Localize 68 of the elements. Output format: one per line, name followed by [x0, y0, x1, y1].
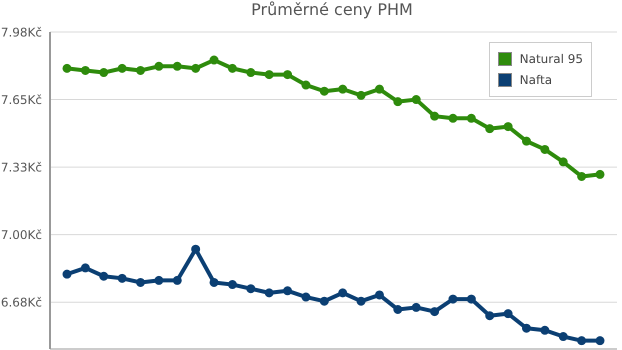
point: [374, 290, 384, 300]
point: [136, 66, 146, 75]
point: [558, 157, 568, 166]
point: [338, 288, 348, 298]
y-tick-label: 7.33Kč: [0, 160, 42, 174]
point: [118, 64, 127, 73]
point: [448, 114, 458, 123]
y-tick-label: 7.65Kč: [0, 92, 42, 107]
point: [210, 56, 219, 65]
point: [99, 272, 108, 281]
point: [522, 136, 531, 146]
point: [393, 305, 402, 314]
point: [577, 172, 586, 181]
point: [430, 307, 440, 316]
point: [283, 286, 292, 296]
point: [246, 68, 256, 78]
point: [466, 294, 476, 304]
point: [228, 280, 237, 290]
point: [62, 64, 72, 73]
point: [577, 336, 586, 346]
point: [522, 324, 531, 333]
point: [320, 86, 329, 96]
point: [154, 62, 164, 71]
point: [154, 276, 164, 285]
point: [136, 278, 146, 287]
point: [80, 66, 90, 75]
point: [338, 84, 348, 94]
point: [301, 80, 310, 90]
legend-label: Natural 95: [520, 52, 583, 66]
point: [596, 336, 604, 346]
point: [301, 292, 310, 302]
legend-label: Nafta: [520, 73, 552, 87]
point: [412, 302, 421, 312]
point: [485, 124, 494, 134]
point: [191, 64, 200, 73]
point: [210, 278, 219, 287]
y-tick-label: 7.00Kč: [0, 228, 42, 242]
point: [264, 70, 274, 80]
point: [99, 68, 108, 78]
point: [191, 244, 200, 254]
point: [320, 296, 329, 306]
point: [504, 309, 513, 318]
point: [356, 90, 366, 100]
point: [412, 95, 421, 104]
point: [172, 276, 182, 285]
point: [246, 284, 256, 294]
point: [283, 70, 292, 80]
point: [504, 122, 513, 132]
point: [264, 288, 274, 298]
point: [430, 112, 440, 121]
y-tick-label: 7.98Kč: [0, 25, 42, 40]
point: [485, 311, 494, 320]
point: [393, 97, 402, 106]
chart-title: Průměrné ceny PHM: [250, 0, 414, 19]
y-tick-label: 6.68Kč: [0, 295, 42, 310]
point: [596, 170, 604, 179]
point: [558, 332, 568, 342]
point: [172, 62, 182, 71]
point: [540, 144, 550, 154]
point: [466, 114, 476, 123]
point: [118, 274, 127, 283]
point: [356, 296, 366, 306]
point: [80, 263, 90, 272]
point: [62, 270, 72, 279]
point: [448, 294, 458, 304]
point: [540, 326, 550, 335]
point: [228, 64, 237, 73]
point: [374, 84, 384, 94]
